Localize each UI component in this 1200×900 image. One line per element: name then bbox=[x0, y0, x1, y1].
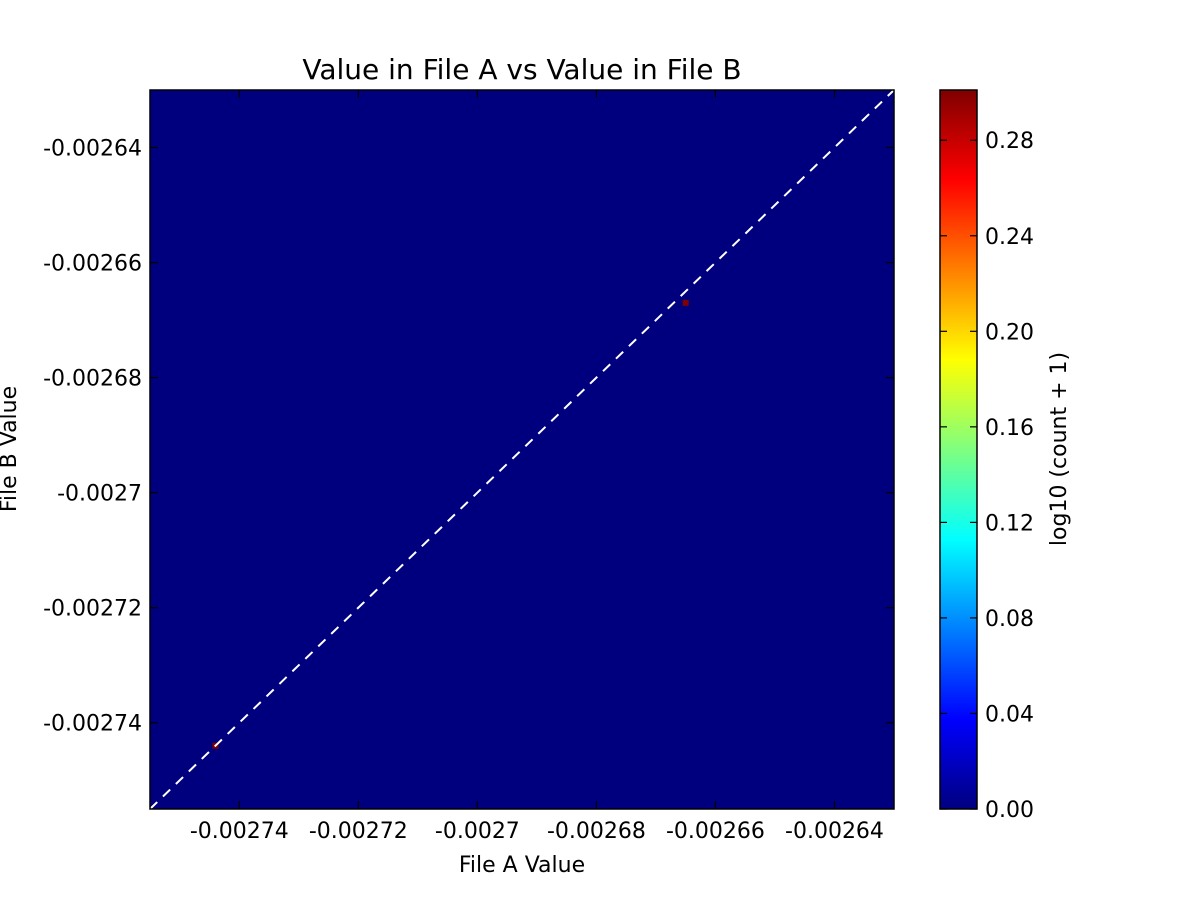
y-tick-label: -0.00264 bbox=[43, 137, 142, 162]
y-axis-title: File B Value bbox=[0, 386, 22, 512]
colorbar-title: log10 (count + 1) bbox=[1047, 352, 1072, 546]
heatmap-cell bbox=[682, 299, 689, 306]
y-tick-label: -0.0027 bbox=[57, 482, 142, 507]
x-tick-label: -0.00264 bbox=[785, 819, 884, 844]
colorbar-ticks: 0.00 0.04 0.08 0.12 0.16 0.20 0.24 0.28 bbox=[940, 129, 1034, 823]
x-tick-label: -0.00266 bbox=[666, 819, 765, 844]
y-tick-label: -0.00272 bbox=[43, 597, 142, 622]
colorbar-tick-label: 0.28 bbox=[985, 129, 1034, 154]
colorbar bbox=[939, 89, 978, 810]
colorbar-tick-label: 0.24 bbox=[985, 225, 1034, 250]
colorbar-tick-label: 0.08 bbox=[985, 607, 1034, 632]
x-axis-title: File A Value bbox=[459, 853, 585, 878]
colorbar-tick-label: 0.00 bbox=[985, 798, 1034, 823]
colorbar-tick-label: 0.04 bbox=[985, 702, 1034, 727]
colorbar-tick-label: 0.16 bbox=[985, 416, 1034, 441]
y-tick-label: -0.00266 bbox=[43, 252, 142, 277]
chart-title: Value in File A vs Value in File B bbox=[302, 53, 741, 86]
x-tick-label: -0.00272 bbox=[309, 819, 408, 844]
y-tick-label: -0.00274 bbox=[43, 712, 142, 737]
colorbar-tick-label: 0.12 bbox=[985, 511, 1034, 536]
colorbar-tick-label: 0.20 bbox=[985, 320, 1034, 345]
x-tick-label: -0.00268 bbox=[547, 819, 646, 844]
x-axis: -0.00274 -0.00272 -0.0027 -0.00268 -0.00266-… bbox=[190, 90, 884, 844]
x-tick-label: -0.00274 bbox=[190, 819, 289, 844]
plot-background bbox=[150, 90, 894, 809]
y-axis: -0.00264 -0.00266 -0.00268 -0.0027 -0.00272 -… bbox=[43, 137, 894, 737]
plot-frame bbox=[149, 89, 895, 810]
y-tick-label: -0.00268 bbox=[43, 367, 142, 392]
x-tick-label: -0.0027 bbox=[435, 819, 520, 844]
